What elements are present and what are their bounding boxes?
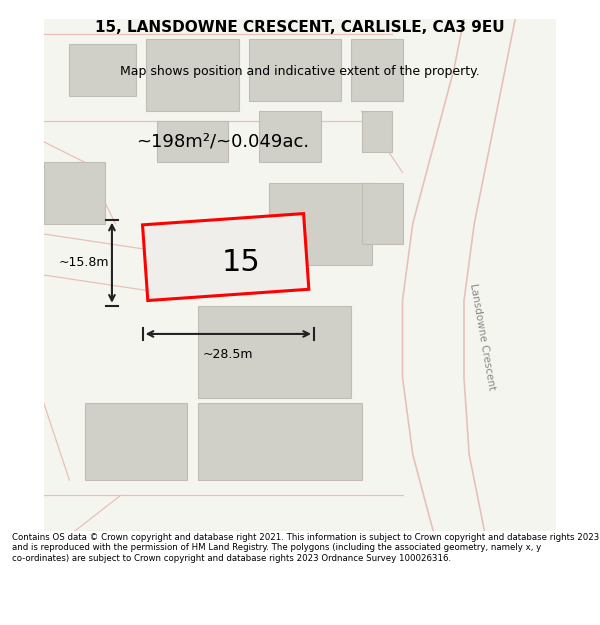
Polygon shape xyxy=(361,182,403,244)
Polygon shape xyxy=(85,403,187,480)
Polygon shape xyxy=(197,306,351,398)
Text: Map shows position and indicative extent of the property.: Map shows position and indicative extent… xyxy=(120,66,480,79)
Text: 15: 15 xyxy=(221,248,260,277)
Polygon shape xyxy=(146,39,239,111)
Text: 15, LANSDOWNE CRESCENT, CARLISLE, CA3 9EU: 15, LANSDOWNE CRESCENT, CARLISLE, CA3 9E… xyxy=(95,21,505,36)
Text: ~15.8m: ~15.8m xyxy=(58,256,109,269)
Polygon shape xyxy=(70,44,136,96)
Polygon shape xyxy=(361,111,392,152)
Polygon shape xyxy=(249,39,341,101)
Text: Lansdowne Crescent: Lansdowne Crescent xyxy=(467,282,496,391)
Polygon shape xyxy=(197,403,361,480)
Polygon shape xyxy=(351,39,403,101)
Polygon shape xyxy=(269,182,372,265)
Text: Contains OS data © Crown copyright and database right 2021. This information is : Contains OS data © Crown copyright and d… xyxy=(12,533,599,562)
Polygon shape xyxy=(143,214,309,301)
Text: ~28.5m: ~28.5m xyxy=(203,348,254,361)
Polygon shape xyxy=(259,111,320,162)
Polygon shape xyxy=(44,162,105,224)
Text: ~198m²/~0.049ac.: ~198m²/~0.049ac. xyxy=(137,132,310,151)
Polygon shape xyxy=(157,121,228,162)
